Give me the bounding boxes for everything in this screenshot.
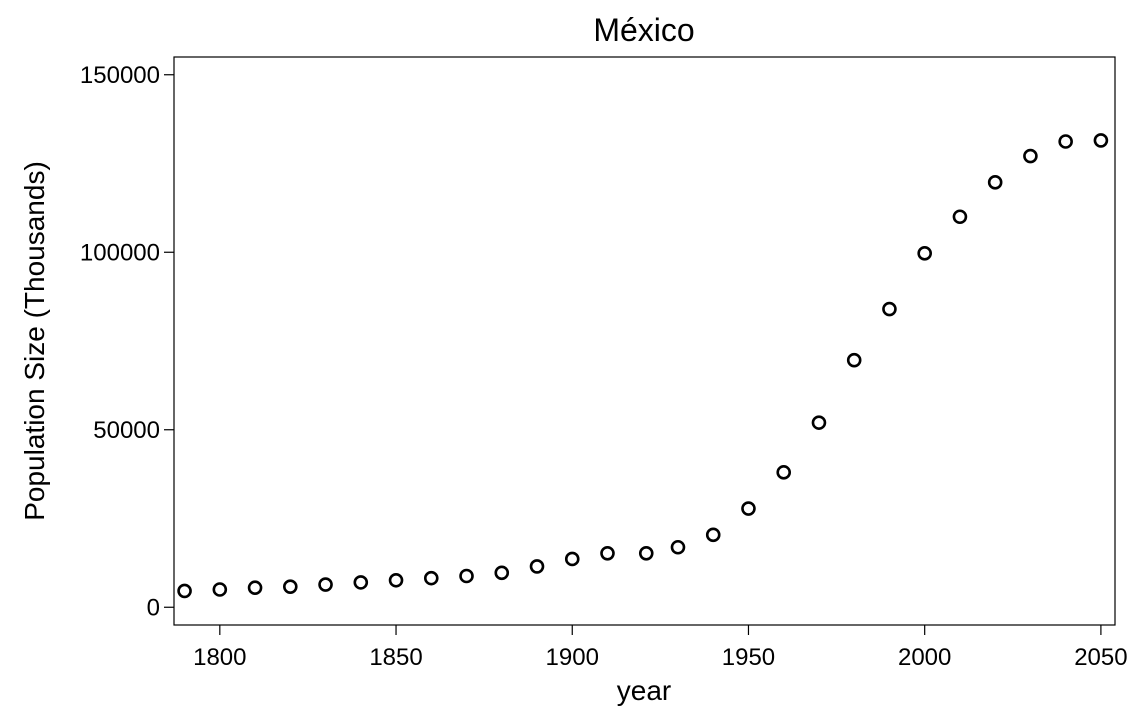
- data-point: [776, 465, 792, 480]
- y-tick-label: 0: [147, 594, 160, 621]
- data-point: [423, 570, 439, 586]
- y-axis: 0 50000 100000 150000: [80, 62, 174, 621]
- y-tick-label: 50000: [93, 417, 160, 444]
- data-point: [705, 527, 721, 543]
- x-tick-label: 2000: [898, 644, 951, 671]
- data-point: [212, 582, 228, 597]
- data-point: [741, 501, 756, 516]
- x-tick-label: 1900: [546, 644, 599, 671]
- data-point: [1023, 148, 1038, 164]
- chart-title: México: [593, 12, 694, 48]
- data-point: [318, 577, 333, 592]
- data-point: [600, 545, 615, 561]
- data-points: [177, 133, 1109, 599]
- data-point: [846, 352, 862, 368]
- data-point: [247, 580, 263, 596]
- data-point: [882, 301, 897, 317]
- data-point: [1093, 133, 1109, 148]
- data-point: [1058, 134, 1073, 149]
- data-point: [353, 575, 369, 590]
- x-tick-label: 1800: [193, 644, 246, 671]
- y-axis-label: Population Size (Thousands): [19, 161, 50, 521]
- data-point: [283, 579, 298, 594]
- data-point: [670, 539, 686, 555]
- x-tick-label: 2050: [1074, 644, 1127, 671]
- x-axis-label: year: [617, 675, 671, 706]
- data-point: [459, 568, 474, 584]
- data-point: [811, 415, 827, 430]
- data-point: [177, 583, 192, 599]
- data-point: [564, 551, 580, 567]
- data-point: [987, 175, 1003, 190]
- data-point: [529, 559, 545, 574]
- plot-frame: [173, 56, 1116, 626]
- data-point: [388, 572, 404, 588]
- data-point: [917, 246, 932, 261]
- data-point: [494, 565, 510, 581]
- x-tick-label: 1850: [369, 644, 422, 671]
- y-tick-label: 150000: [80, 62, 160, 89]
- data-point: [952, 209, 968, 225]
- data-point: [638, 545, 654, 561]
- x-axis: 1800 1850 1900 1950 2000 2050: [193, 625, 1128, 671]
- y-tick-label: 100000: [80, 239, 160, 266]
- x-tick-label: 1950: [722, 644, 775, 671]
